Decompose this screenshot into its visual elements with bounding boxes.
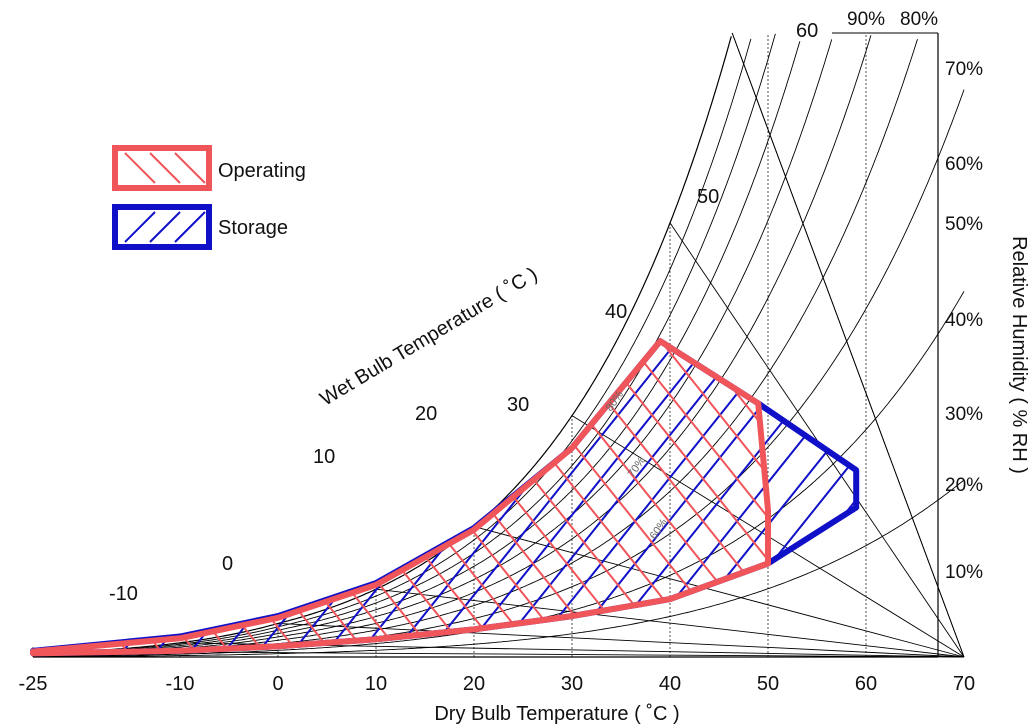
x-tick-label: 30: [561, 673, 583, 695]
wet-bulb-label: 0: [222, 553, 233, 575]
rh-curve-40: [33, 39, 918, 657]
legend-hatch-line: [174, 152, 206, 184]
operating-hatch-line: [423, 341, 745, 654]
operating-region: [30, 338, 771, 657]
x-tick-label: -10: [166, 673, 195, 695]
inner-rh-label: 60%: [648, 517, 671, 542]
wet-bulb-label: -10: [109, 583, 138, 605]
rh-curve-20: [33, 291, 965, 657]
wet-bulb-label: 30: [507, 394, 529, 416]
wet-bulb-line: [277, 622, 965, 658]
legend-swatch-operating: [112, 145, 212, 191]
rh-label: 30%: [945, 404, 983, 425]
storage-hatch-line: [33, 341, 99, 654]
operating-hatch-line: [798, 300, 1029, 700]
rh-label: 60%: [945, 154, 983, 175]
x-tick-label: 50: [757, 673, 779, 695]
wet-bulb-label: 10: [313, 446, 335, 468]
chart-regions: [0, 300, 1029, 700]
wet-bulb-label: 50: [697, 186, 719, 208]
legend-hatch-storage: [124, 211, 206, 243]
x-tick-label: -25: [19, 673, 48, 695]
operating-hatch-line: [866, 300, 1029, 700]
wet-bulb-label: 40: [605, 301, 627, 323]
storage-hatch-line: [0, 300, 30, 700]
legend-hatch-line: [174, 211, 206, 243]
wet-bulb-axis-title: Wet Bulb Temperature ( ˚C ): [316, 263, 541, 410]
rh-curve-50: [32, 35, 872, 656]
rh-label: 80%: [900, 9, 938, 30]
legend-swatch-storage: [112, 204, 212, 250]
rh-curve-90: [32, 38, 752, 655]
x-tick-label: 70: [953, 673, 975, 695]
operating-hatch-line: [0, 300, 30, 700]
x-tick-label: 20: [463, 673, 485, 695]
legend-hatch-line: [149, 211, 181, 243]
storage-hatch-line: [831, 341, 857, 654]
storage-hatch-line: [33, 341, 65, 654]
legend-hatch-line: [124, 211, 156, 243]
storage-hatch-line: [866, 300, 1029, 700]
legend: Operating Storage: [112, 145, 306, 250]
operating-hatch-line: [33, 341, 133, 654]
wet-bulb-line: [375, 588, 965, 658]
legend-hatch-line: [124, 152, 156, 184]
rh-label: 10%: [945, 562, 983, 583]
wet-bulb-line: [731, 32, 965, 658]
wet-bulb-label: 20: [415, 403, 437, 425]
x-tick-label: 60: [855, 673, 877, 695]
operating-hatch-line: [729, 341, 768, 654]
operating-hatch-line: [33, 341, 65, 654]
rh-label: 50%: [945, 214, 983, 235]
storage-hatch-line: [763, 341, 857, 654]
wet-bulb-line: [81, 650, 965, 658]
rh-curve-10: [32, 479, 965, 658]
operating-hatch-line: [832, 300, 1029, 700]
storage-hatch-line: [729, 341, 857, 654]
x-tick-label: 40: [659, 673, 681, 695]
legend-label-storage: Storage: [218, 217, 288, 239]
rh-label: 90%: [847, 9, 885, 30]
x-tick-label: 0: [272, 673, 283, 695]
wet-bulb-label: 60: [796, 20, 818, 42]
chart-labels: -25 -10 0 10 20 30 40 50 60 70 90% 80% 70% 60% 50% 40% 3…: [19, 9, 984, 695]
operating-hatch-line: [763, 341, 768, 654]
rh-label: 40%: [945, 310, 983, 331]
x-axis-title: Dry Bulb Temperature ( ˚C ): [434, 703, 679, 725]
storage-hatch-line: [661, 341, 857, 654]
operating-hatch-line: [627, 341, 768, 654]
operating-hatch-line: [33, 341, 99, 654]
legend-hatch-line: [149, 152, 181, 184]
storage-hatch-line: [797, 341, 857, 654]
legend-hatch-operating: [124, 152, 206, 184]
storage-hatch-line: [33, 341, 133, 654]
x-tick-label: 10: [365, 673, 387, 695]
rh-label: 70%: [945, 59, 983, 80]
rh-label: 20%: [945, 475, 983, 496]
legend-label-operating: Operating: [218, 160, 306, 182]
y-axis-title: Relative Humidity ( % RH ): [1008, 236, 1029, 474]
operating-hatch-line: [593, 341, 768, 654]
